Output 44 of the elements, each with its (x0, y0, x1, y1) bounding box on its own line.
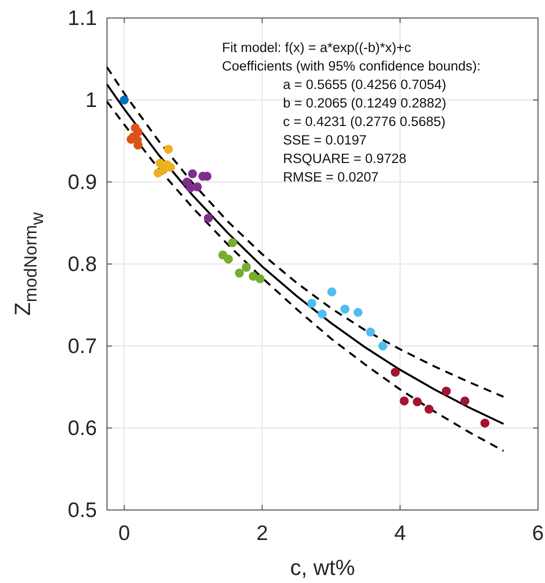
point (256, 274, 265, 284)
point (120, 96, 129, 104)
point (327, 287, 336, 296)
x-axis-title: c, wt% (290, 555, 355, 580)
y-tick-label: 1.1 (68, 7, 97, 30)
point (242, 262, 251, 272)
point (390, 368, 400, 377)
point (460, 396, 470, 406)
point (480, 418, 490, 428)
point (366, 328, 375, 337)
point (204, 214, 213, 223)
y-tick-label: 0.6 (68, 417, 97, 440)
x-tick-label: 2 (256, 522, 268, 545)
point (424, 404, 434, 414)
annotation: RMSE = 0.0207 (283, 170, 379, 184)
point (228, 238, 238, 248)
annotation: Fit model: f(x) = a*exp((-b)*x)+c (222, 40, 412, 55)
y-tick-label: 0.8 (68, 253, 97, 276)
y-tick-label: 0.7 (68, 335, 97, 358)
point (400, 396, 409, 406)
annotation: RSQUARE = 0.9728 (283, 151, 406, 166)
annotation: b = 0.2065 (0.1249 0.2882) (283, 96, 446, 110)
annotation: a = 0.5655 (0.4256 0.7054) (283, 77, 446, 92)
point (164, 144, 173, 154)
point (224, 254, 233, 264)
point (442, 386, 451, 396)
point (340, 304, 350, 314)
annotation: SSE = 0.0197 (283, 132, 367, 148)
point (318, 310, 327, 319)
point (307, 298, 316, 308)
point (186, 183, 195, 192)
annotation: Coefficients (with 95% confidence bounds): (222, 58, 481, 74)
x-tick-label: 0 (118, 522, 130, 545)
annotation: c = 0.4231 (0.2776 0.5685) (283, 114, 446, 129)
point (188, 169, 198, 178)
point (354, 308, 363, 317)
point (412, 397, 422, 406)
x-tick-label: 4 (394, 522, 406, 545)
y-tick-label: 0.9 (68, 171, 97, 194)
y-tick-label: 0.5 (68, 499, 97, 522)
x-tick-label: 6 (532, 522, 544, 545)
y-tick-label: 1 (85, 89, 97, 112)
point (378, 342, 388, 350)
point (234, 268, 244, 278)
